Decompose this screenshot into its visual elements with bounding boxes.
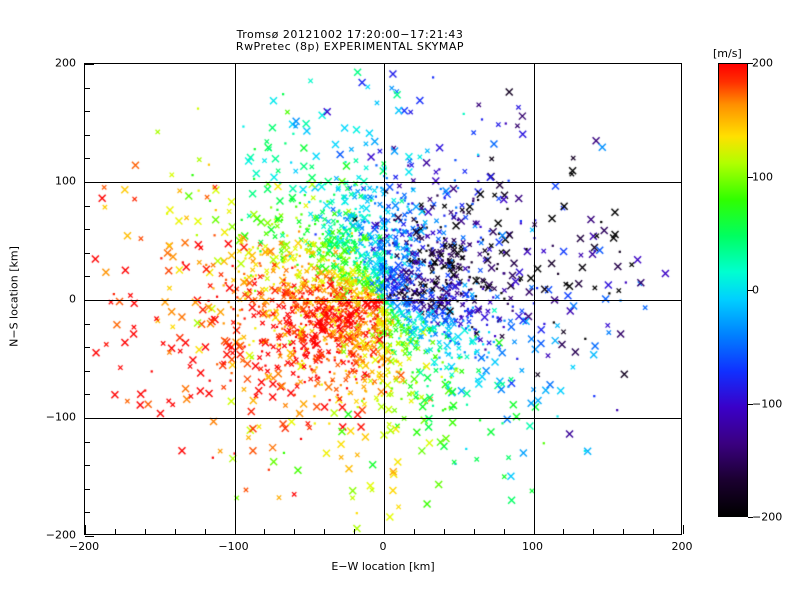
x-tick: [114, 529, 116, 534]
x-tick: [85, 525, 86, 534]
y-tick: [85, 134, 90, 136]
x-tick: [413, 529, 415, 534]
x-tick: [144, 529, 146, 534]
plot-area: [84, 63, 684, 537]
x-tick-label: −100: [218, 540, 249, 553]
colorbar: [718, 63, 748, 517]
colorbar-unit-label: [m/s]: [712, 47, 743, 60]
gridline-horizontal: [85, 300, 681, 301]
x-tick: [593, 529, 595, 534]
figure-title-line2: RwPretec (8p) EXPERIMENTAL SKYMAP: [235, 40, 465, 53]
y-tick: [85, 87, 90, 89]
x-tick: [324, 529, 326, 534]
x-tick: [264, 529, 266, 534]
y-tick: [85, 111, 90, 113]
colorbar-tick: [748, 63, 753, 64]
y-tick: [85, 536, 94, 537]
y-tick-label: −100: [45, 410, 76, 424]
colorbar-tick: [748, 517, 753, 518]
y-tick: [85, 394, 90, 396]
y-tick: [85, 347, 90, 349]
gridline-vertical: [384, 64, 385, 534]
x-tick: [473, 529, 475, 534]
x-tick: [653, 529, 655, 534]
colorbar-tick-label: −100: [752, 397, 783, 410]
x-tick: [623, 529, 625, 534]
x-tick: [443, 529, 445, 534]
colorbar-tick-label: −200: [752, 510, 783, 524]
gridline-vertical: [533, 64, 535, 534]
x-tick: [533, 525, 535, 534]
y-tick: [85, 323, 90, 325]
y-tick: [85, 276, 90, 278]
x-tick: [234, 525, 236, 534]
y-tick-label: −200: [45, 528, 76, 542]
colorbar-tick-label: 0: [752, 283, 759, 297]
x-tick: [384, 525, 385, 534]
x-tick: [204, 529, 206, 534]
y-tick: [85, 182, 94, 183]
y-tick: [85, 300, 94, 301]
gridline-horizontal: [85, 418, 681, 419]
colorbar-tick: [748, 403, 753, 405]
y-tick-label: 200: [55, 56, 76, 70]
x-tick: [563, 529, 565, 534]
colorbar-tick-label: 200: [752, 56, 773, 70]
y-tick: [85, 465, 90, 467]
y-tick: [85, 205, 90, 207]
y-tick: [85, 229, 90, 231]
x-tick: [683, 525, 684, 534]
x-tick: [294, 529, 296, 534]
y-axis-label: N−S location [km]: [7, 246, 21, 347]
x-tick: [354, 529, 356, 534]
y-tick: [85, 252, 90, 254]
figure-title-line1: Tromsø 20121002 17:20:00−17:21:43: [236, 28, 464, 41]
gridline-horizontal: [85, 182, 681, 183]
y-tick: [85, 441, 90, 443]
x-axis-label: E−W location [km]: [331, 560, 435, 573]
colorbar-tick: [748, 176, 753, 178]
y-tick: [85, 158, 90, 160]
colorbar-tick-label: 100: [752, 170, 773, 183]
x-tick-label: 100: [522, 540, 543, 553]
y-tick: [85, 418, 94, 419]
x-tick-label: 200: [671, 540, 693, 553]
y-tick-label: 0: [69, 292, 76, 306]
x-tick: [503, 529, 505, 534]
y-tick-label: 100: [55, 174, 76, 188]
y-tick: [85, 370, 90, 372]
gridline-vertical: [234, 64, 236, 534]
colorbar-tick: [748, 290, 753, 291]
x-tick: [174, 529, 176, 534]
y-tick: [85, 64, 94, 65]
x-tick-label: −200: [68, 540, 100, 553]
y-tick: [85, 488, 90, 490]
x-tick-label: 0: [379, 540, 387, 553]
y-tick: [85, 512, 90, 514]
